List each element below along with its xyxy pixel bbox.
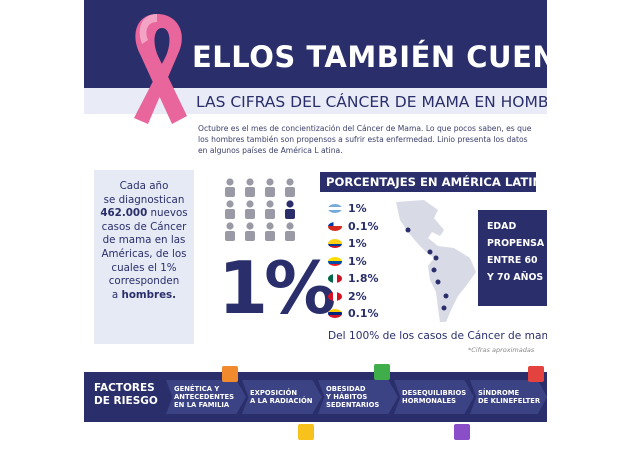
country-value: 0.1% [348,307,379,321]
risk-text: HORMONALES [402,397,457,405]
stats-line: casos de Cáncer [101,220,187,233]
risk-title-line: FACTORES [94,382,155,394]
risk-text: OBESIDAD [326,385,366,393]
age-box: EDAD PROPENSA ENTRE 60 Y 70 AÑOS [478,210,547,306]
infographic: ELLOS TAMBIÉN CUENTAN LAS CIFRAS DEL CÁN… [84,0,547,450]
xy-chromosome-icon [528,366,544,382]
risk-item-radiation: EXPOSICIÓN A LA RADIACIÓN [242,380,322,414]
mexico-flag-icon [328,274,342,284]
country-value: 1% [348,237,367,251]
chile-flag-icon [328,221,342,231]
risk-text: DESEQUILIBRIOS [402,389,467,397]
person-icon [285,178,295,197]
person-icon [245,200,255,219]
risk-text: ANTECEDENTES [174,393,235,401]
age-line: PROPENSA [487,238,545,249]
stats-line: corresponden [108,275,180,288]
percentages-footer: Del 100% de los casos de Cáncer de mama [328,330,547,342]
stats-line: Américas, de los [101,247,187,260]
person-icon [285,222,295,241]
country-value: 1% [348,254,367,268]
risk-item-obesity: OBESIDAD Y HÁBITOS SEDENTARIOS [318,380,398,414]
risk-text: SÍNDROME [478,389,520,397]
big-percentage: 1% [218,246,336,330]
country-row: 1% [328,253,398,271]
risk-text: EXPOSICIÓN [250,389,298,397]
person-icon [245,178,255,197]
country-value: 1% [348,202,367,216]
highlighted-person-icon [285,200,295,219]
people-icons [225,178,295,241]
stats-box [94,170,194,344]
person-icon [265,222,275,241]
risk-text: SEDENTARIOS [326,401,380,409]
stats-line: se diagnostican [103,193,185,206]
risk-item-hormones: DESEQUILIBRIOS HORMONALES [394,380,474,414]
page-title: ELLOS TAMBIÉN CUENTAN [192,40,547,74]
risk-text: Y HÁBITOS [326,393,368,401]
person-icon [265,178,275,197]
latin-america-map [396,200,476,322]
country-value: 1.8% [348,272,379,286]
country-list: 1% 0.1% 1% 1% 1.8% 2% 0.1% [328,200,398,323]
country-row: 1% [328,235,398,253]
person-icon [225,178,235,197]
stats-line: de mama en las [102,234,186,247]
person-icon [265,200,275,219]
person-icon [374,364,390,380]
risk-text: GENÉTICA Y [174,385,220,393]
risk-text: EN LA FAMILIA [174,401,230,409]
colombia-flag-icon [328,239,342,249]
dna-icon [222,366,238,382]
risk-text: A LA RADIACIÓN [250,397,313,405]
stats-line: nuevos [147,207,188,220]
page-subtitle: LAS CIFRAS DEL CÁNCER DE MAMA EN HOMBRES [196,93,547,111]
stats-text: Cada año se diagnostican 462.000 nuevos … [94,180,194,302]
molecule-icon [454,424,470,440]
person-icon [225,200,235,219]
country-row: 1.8% [328,270,398,288]
peru-flag-icon [328,291,342,301]
risk-item-klinefelter: SÍNDROME DE KLINEFELTER [470,380,547,414]
pink-ribbon-icon [134,14,187,124]
stats-line: Cada año [119,180,169,192]
radiation-icon [298,424,314,440]
age-line: EDAD [487,221,517,232]
risk-text: DE KLINEFELTER [478,397,541,405]
country-row: 2% [328,288,398,306]
age-line: Y 70 AÑOS [487,272,544,283]
risk-title-line: DE RIESGO [94,395,158,407]
stats-number: 462.000 [100,207,148,220]
person-icon [225,222,235,241]
stats-line: cuales el 1% [111,261,177,274]
stats-line: a [111,288,122,301]
country-row: 1% [328,200,398,218]
percentages-title: PORCENTAJES EN AMÉRICA LATINA [320,172,547,192]
age-line: ENTRE 60 [487,255,538,266]
country-row: 0.1% [328,305,398,323]
argentina-flag-icon [328,204,342,214]
stats-bold: hombres. [121,288,177,301]
risk-title: FACTORES DE RIESGO [94,382,158,408]
country-value: 2% [348,289,367,303]
country-row: 0.1% [328,218,398,236]
person-icon [245,222,255,241]
ecuador-flag-icon [328,256,342,266]
country-value: 0.1% [348,219,379,233]
risk-item-genetics: GENÉTICA Y ANTECEDENTES EN LA FAMILIA [166,380,246,414]
intro-text: Octubre es el mes de concientización del… [198,124,532,155]
venezuela-flag-icon [328,309,342,319]
approx-note: *Cifras aproximadas [468,346,535,354]
